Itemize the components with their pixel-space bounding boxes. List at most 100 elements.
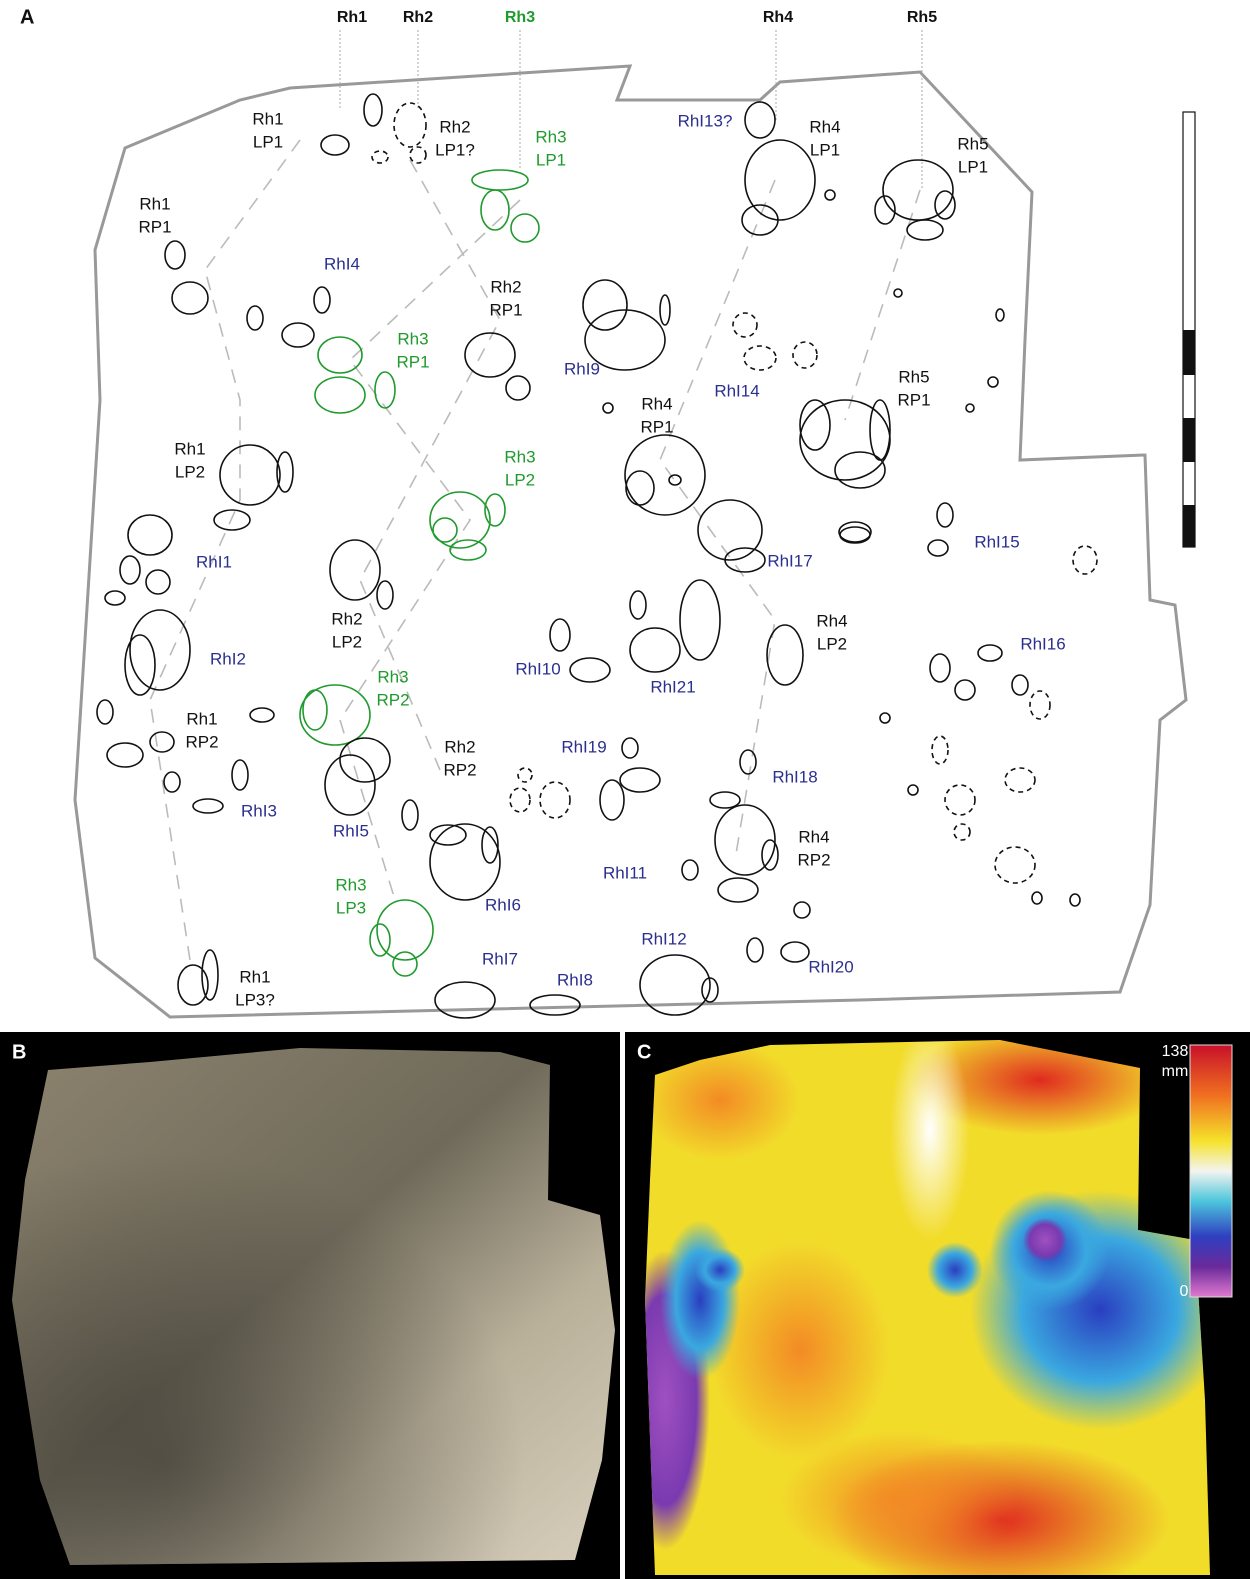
footprint	[626, 471, 654, 505]
track-label: RhI9	[564, 359, 600, 378]
footprint	[506, 376, 530, 400]
track-label: LP3	[336, 898, 366, 917]
footprint	[839, 522, 871, 542]
trackway-header: Rh3	[505, 9, 535, 26]
footprint	[303, 690, 327, 730]
footprint	[247, 306, 263, 330]
footprint	[682, 860, 698, 880]
footprint	[1032, 892, 1042, 904]
footprint	[630, 591, 646, 619]
trackway-header: Rh2	[403, 9, 433, 26]
footprint	[250, 708, 274, 722]
track-label: LP2	[332, 632, 362, 651]
track-label: RhI5	[333, 821, 369, 840]
footprint	[800, 400, 890, 480]
track-label: LP2	[175, 462, 205, 481]
footprint	[393, 952, 417, 976]
footprint	[377, 900, 433, 960]
track-label: Rh2	[331, 609, 362, 628]
footprint	[150, 732, 174, 752]
track-label: LP2	[817, 634, 847, 653]
footprint	[530, 995, 580, 1015]
track-label: Rh1	[186, 709, 217, 728]
depth-map	[620, 1020, 1230, 1579]
track-label: RhI4	[324, 254, 360, 273]
footprint	[966, 404, 974, 412]
footprint	[220, 445, 280, 505]
footprint	[762, 840, 778, 870]
footprint	[164, 772, 180, 792]
footprint	[988, 377, 998, 387]
footprint	[330, 540, 380, 600]
footprint	[377, 581, 393, 609]
footprint	[937, 503, 953, 527]
track-label: RhI7	[482, 949, 518, 968]
track-label: Rh2	[439, 117, 470, 136]
track-label: RhI16	[1020, 634, 1065, 653]
track-label: Rh2	[490, 277, 521, 296]
track-label: Rh1	[139, 194, 170, 213]
footprint	[715, 805, 775, 875]
track-label: LP1?	[435, 140, 475, 159]
track-label: RhI1	[196, 552, 232, 571]
track-label: RhI8	[557, 970, 593, 989]
footprint	[794, 902, 810, 918]
footprint	[511, 214, 539, 242]
footprint	[165, 241, 185, 269]
footprint	[97, 700, 113, 724]
track-label: Rh5	[898, 367, 929, 386]
footprint	[978, 645, 1002, 661]
track-label: Rh4	[816, 611, 847, 630]
footprint	[907, 220, 943, 240]
footprint	[550, 619, 570, 651]
track-label: LP3?	[235, 990, 275, 1009]
footprint	[955, 680, 975, 700]
footprint	[300, 685, 370, 745]
track-label: LP1	[253, 132, 283, 151]
footprint	[321, 135, 349, 155]
track-label: RhI10	[515, 659, 560, 678]
footprint	[996, 309, 1004, 321]
colorbar	[1190, 1045, 1232, 1297]
track-label: RhI3	[241, 801, 277, 820]
track-label: Rh4	[641, 394, 672, 413]
footprint	[835, 452, 885, 488]
footprint	[146, 570, 170, 594]
panel-label: C	[637, 1041, 651, 1063]
footprint	[1012, 675, 1028, 695]
footprint	[825, 190, 835, 200]
colorbar-min: 0	[1180, 1283, 1189, 1300]
footprint	[840, 527, 870, 543]
footprint	[660, 295, 670, 325]
footprint	[1070, 894, 1080, 906]
track-label: RhI17	[767, 551, 812, 570]
footprint	[622, 738, 638, 758]
track-label: Rh3	[377, 667, 408, 686]
track-label: RP2	[443, 760, 476, 779]
track-label: LP2	[505, 470, 535, 489]
footprint	[745, 102, 775, 138]
footprint	[325, 755, 375, 815]
track-label: LP1	[810, 140, 840, 159]
track-label: RP2	[797, 850, 830, 869]
trackway-header: Rh4	[763, 9, 793, 26]
scale-bar	[1183, 112, 1195, 547]
track-label: RhI15	[974, 532, 1019, 551]
track-label: LP1	[536, 150, 566, 169]
footprint	[430, 824, 500, 900]
footprint	[370, 924, 390, 956]
colorbar-max: 138	[1162, 1043, 1189, 1060]
track-label: RhI21	[650, 677, 695, 696]
footprint	[1073, 546, 1097, 574]
footprint	[930, 654, 950, 682]
footprint	[742, 205, 778, 235]
footprint	[202, 950, 218, 1000]
track-label: RhI19	[561, 737, 606, 756]
footprint	[472, 170, 528, 190]
footprint	[603, 403, 613, 413]
footprint	[740, 750, 756, 774]
footprint	[870, 400, 890, 460]
trackway-header: Rh5	[907, 9, 937, 26]
track-label: RP2	[185, 732, 218, 751]
footprint	[880, 713, 890, 723]
